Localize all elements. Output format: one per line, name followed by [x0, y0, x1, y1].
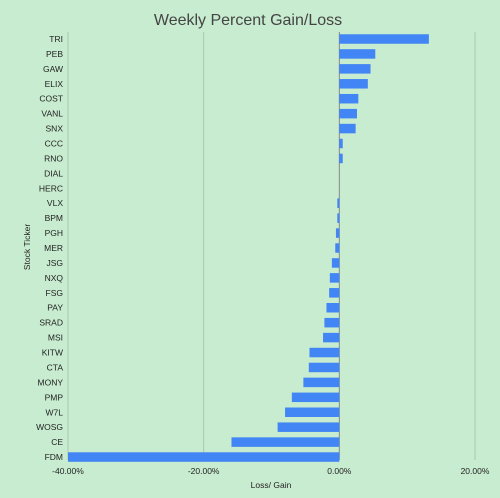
bar-mony: [303, 377, 340, 388]
category-label: VLX: [47, 198, 63, 208]
category-label: KITW: [42, 348, 63, 358]
bar-cta: [308, 362, 340, 373]
bar-wosg: [277, 422, 340, 432]
category-label: TRI: [49, 34, 63, 44]
x-tick-label: 0.00%: [327, 466, 352, 476]
bar-vanl: [339, 108, 357, 119]
category-label: VANL: [41, 109, 63, 119]
category-label: GAW: [43, 64, 63, 74]
x-axis-title: Loss/ Gain: [251, 480, 292, 490]
bar-msi: [323, 332, 340, 343]
category-label: CE: [51, 437, 63, 447]
category-label: BPM: [45, 213, 63, 223]
bar-ce: [231, 437, 340, 447]
category-label: JSG: [46, 258, 63, 268]
bar-gaw: [339, 64, 371, 74]
bars: [68, 34, 429, 462]
category-label: MSI: [48, 333, 63, 343]
category-label: NXQ: [45, 273, 64, 283]
chart-title: Weekly Percent Gain/Loss: [154, 12, 342, 29]
category-label: PEB: [46, 49, 63, 59]
bar-tri: [339, 34, 429, 44]
category-label: PMP: [45, 392, 64, 402]
bar-pmp: [291, 392, 340, 403]
category-label: PGH: [45, 228, 63, 238]
category-label: WOSG: [36, 422, 63, 432]
bar-jsg: [331, 258, 340, 268]
bar-fsg: [329, 288, 340, 298]
bar-pay: [326, 302, 340, 313]
category-label: W7L: [46, 407, 64, 417]
category-label: DIAL: [44, 168, 63, 178]
bar-ccc: [339, 138, 343, 149]
bar-nxq: [329, 273, 340, 283]
category-label: RNO: [44, 153, 63, 163]
category-labels: TRI PEB GAW ELIX COST VANL SNX CCC RNO DIAL HERC VL…: [36, 34, 63, 462]
bar-kitw: [309, 347, 340, 358]
category-label: SNX: [46, 124, 64, 134]
bar-cost: [339, 93, 359, 104]
x-tick-label: -20.00%: [188, 466, 220, 476]
bar-peb: [339, 49, 376, 59]
bar-fdm: [68, 452, 340, 462]
category-label: MONY: [38, 377, 64, 387]
category-label: MER: [44, 243, 63, 253]
x-tick-label: -40.00%: [52, 466, 84, 476]
bar-snx: [339, 123, 356, 134]
x-tick-label: 20.00%: [461, 466, 490, 476]
x-tick-labels: -40.00% -20.00% 0.00% 20.00%: [52, 466, 490, 476]
category-label: HERC: [39, 183, 63, 193]
category-label: CTA: [47, 362, 64, 372]
bar-srad: [324, 317, 340, 328]
bar-rno: [339, 153, 343, 164]
gridlines: [67, 32, 476, 460]
bar-pgh: [335, 228, 340, 238]
bar-mer: [335, 243, 340, 253]
category-label: COST: [39, 94, 63, 104]
category-label: FDM: [45, 452, 63, 462]
category-label: FSG: [46, 288, 63, 298]
bar-bpm: [337, 213, 340, 223]
category-label: CCC: [45, 139, 63, 149]
category-label: ELIX: [45, 79, 64, 89]
category-label: PAY: [47, 303, 63, 313]
y-axis-title: Stock Ticker: [22, 224, 32, 270]
bar-w7l: [285, 407, 340, 417]
bar-vlx: [337, 198, 340, 208]
bar-elix: [339, 79, 368, 89]
category-label: SRAD: [39, 318, 63, 328]
